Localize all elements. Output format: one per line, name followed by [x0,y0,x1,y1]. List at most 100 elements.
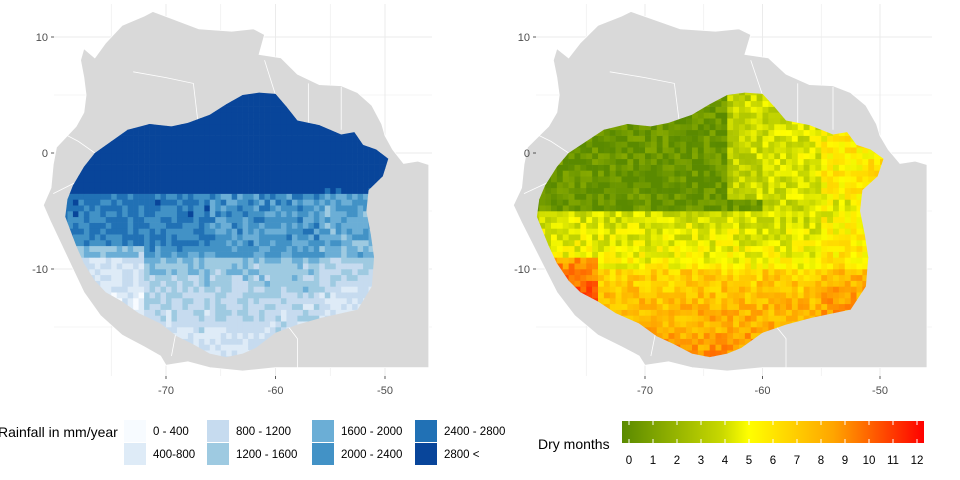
rainfall-cell [215,333,221,339]
dry-months-cell [627,298,633,304]
rainfall-cell [221,246,227,252]
rainfall-cell [325,234,331,240]
rainfall-cell [237,281,243,287]
dry-months-cell [569,252,575,258]
dry-months-cell [586,228,592,234]
dry-months-cell [645,281,651,287]
rainfall-cell [374,153,380,159]
dry-months-cell [669,217,675,223]
dry-months-cell [716,246,722,252]
rainfall-cell [286,240,292,246]
rainfall-cell [254,107,260,113]
rainfall-cell [308,286,314,292]
rainfall-cell [336,292,342,298]
rainfall-cell [336,246,342,252]
rainfall-cell [177,321,183,327]
rainfall-cell [265,136,271,142]
rainfall-cell [259,310,265,316]
rainfall-cell [248,321,254,327]
rainfall-cell [133,304,139,310]
dry-months-cell [692,211,698,217]
dry-months-cell [757,118,763,124]
rainfall-cell [237,327,243,333]
dry-months-cell [674,252,680,258]
dry-months-cell [680,124,686,130]
dry-months-cell [645,176,651,182]
rainfall-cell [276,176,282,182]
rainfall-cell [286,182,292,188]
rainfall-cell [166,257,172,263]
rainfall-cell [226,286,232,292]
dry-months-cell [528,333,534,339]
dry-months-cell [686,153,692,159]
rainfall-cell [226,228,232,234]
rainfall-cell [221,298,227,304]
dry-months-cell [604,136,610,142]
dry-months-cell [663,194,669,200]
dry-months-cell [674,205,680,211]
dry-months-cell [733,205,739,211]
rainfall-cell [177,228,183,234]
dry-months-cell [645,194,651,200]
dry-months-cell [763,321,769,327]
dry-months-cell [657,252,663,258]
rainfall-cell [133,217,139,223]
dry-months-cell [539,199,545,205]
rainfall-cell [122,141,128,147]
rainfall-cell [314,205,320,211]
dry-months-cell [757,286,763,292]
rainfall-cell [106,257,112,263]
rainfall-cell [314,281,320,287]
rainfall-cell [319,147,325,153]
dry-months-cell [680,199,686,205]
dry-months-cell [698,252,704,258]
rainfall-cell [297,310,303,316]
rainfall-cell [144,263,150,269]
rainfall-cell [314,310,320,316]
rainfall-cell [177,159,183,165]
rainfall-cell [73,199,79,205]
rainfall-cell [221,205,227,211]
dry-months-cell [727,252,733,258]
rainfall-cell [171,310,177,316]
rainfall-cell [171,170,177,176]
rainfall-cell [215,118,221,124]
rainfall-cell [171,246,177,252]
dry-months-cell [663,211,669,217]
dry-months-cell [627,130,633,136]
dry-months-cell [633,165,639,171]
rainfall-cell [133,205,139,211]
dry-months-cell [598,153,604,159]
dry-months-cell [627,141,633,147]
dry-months-cell [739,286,745,292]
rainfall-cell [297,252,303,258]
x-tick-label: -60 [268,385,284,397]
dry-months-cell [633,275,639,281]
dry-months-cell [592,263,598,269]
dry-months-cell [727,211,733,217]
rainfall-cell [336,188,342,194]
dry-months-cell [610,211,616,217]
rainfall-cell [150,281,156,287]
rainfall-cell [106,147,112,153]
dry-months-cell [639,263,645,269]
rainfall-cell [248,124,254,130]
rainfall-cell [330,188,336,194]
dry-months-cell [710,321,716,327]
rainfall-cell [182,217,188,223]
rainfall-cell [144,223,150,229]
rainfall-cell [237,165,243,171]
dry-months-cell [604,275,610,281]
rainfall-cell [100,165,106,171]
rainfall-cell [78,199,84,205]
rainfall-cell [352,252,358,258]
rainfall-cell [144,141,150,147]
dry-months-cell [604,234,610,240]
rainfall-cell [155,205,161,211]
rainfall-cell [281,275,287,281]
dry-months-cell [657,170,663,176]
rainfall-cell [95,246,101,252]
rainfall-cell [133,194,139,200]
rainfall-cell [336,170,342,176]
rainfall-cell [330,228,336,234]
